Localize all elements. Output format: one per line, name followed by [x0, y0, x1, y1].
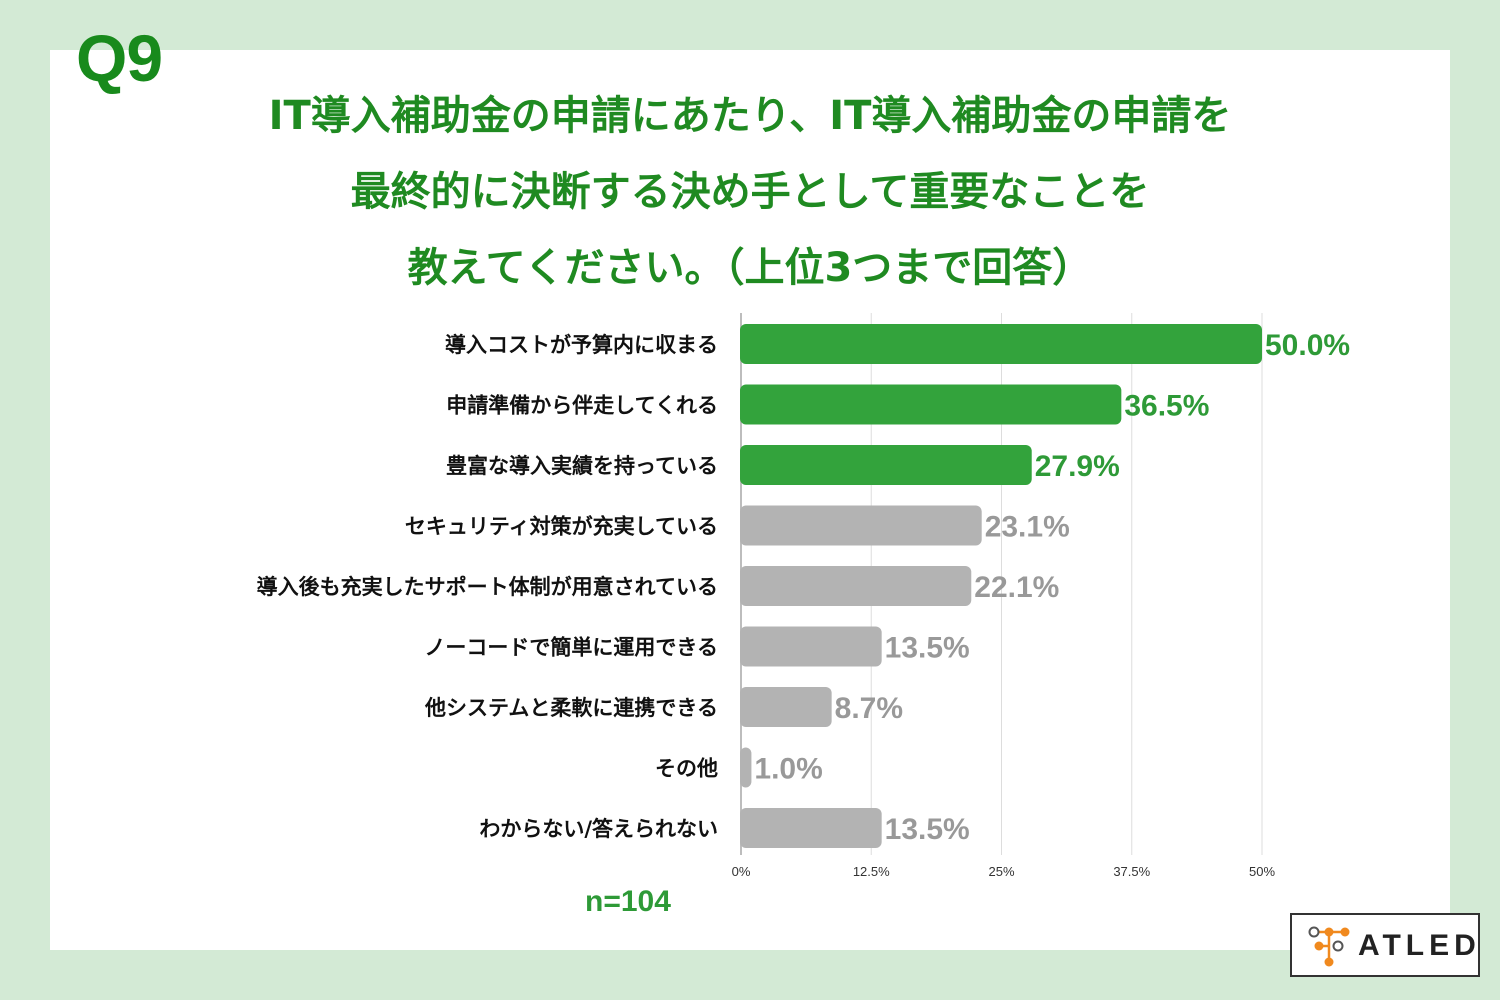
category-label: ノーコードで簡単に運用できる [424, 636, 718, 660]
bar [740, 324, 1262, 364]
category-label: 導入コストが予算内に収まる [445, 333, 718, 357]
x-tick-label: 50% [1249, 864, 1275, 879]
chart-title: IT導入補助金の申請にあたり、IT導入補助金の申請を 最終的に決断する決め手とし… [120, 78, 1380, 306]
category-label: セキュリティ対策が充実している [405, 515, 718, 539]
bar [740, 566, 972, 606]
value-label: 27.9% [1035, 450, 1120, 483]
bar [740, 808, 882, 848]
category-label: 導入後も充実したサポート体制が用意されている [257, 575, 718, 599]
bar [740, 687, 832, 727]
x-tick-label: 12.5% [853, 864, 890, 879]
value-label: 13.5% [885, 632, 970, 665]
category-label: その他 [655, 757, 718, 781]
category-label: 豊富な導入実績を持っている [446, 454, 718, 478]
value-label: 8.7% [835, 692, 903, 725]
title-line-2: 最終的に決断する決め手として重要なことを [350, 169, 1150, 215]
x-tick-label: 0% [732, 864, 751, 879]
value-label: 13.5% [885, 813, 970, 846]
x-tick-label: 25% [988, 864, 1014, 879]
chart-card [50, 50, 1450, 950]
atled-logo-icon [1308, 926, 1350, 967]
value-label: 22.1% [974, 571, 1059, 604]
value-label: 23.1% [985, 511, 1070, 544]
value-label: 1.0% [754, 753, 822, 786]
sample-size: n=104 [585, 885, 671, 918]
title-line-1: IT導入補助金の申請にあたり、IT導入補助金の申請を [268, 93, 1232, 139]
value-label: 50.0% [1265, 329, 1350, 362]
category-label: 申請準備から伴走してくれる [446, 394, 718, 418]
bar [740, 505, 982, 546]
bar [740, 747, 752, 788]
atled-logo: ATLED [1290, 913, 1480, 977]
bar [740, 626, 882, 667]
bar [740, 384, 1122, 425]
category-label: 他システムと柔軟に連携できる [424, 696, 718, 720]
x-tick-label: 37.5% [1113, 864, 1150, 879]
title-line-3: 教えてください。（上位3つまで回答） [407, 245, 1093, 291]
value-label: 36.5% [1124, 390, 1209, 423]
category-label: わからない/答えられない [479, 817, 718, 841]
question-number: Q9 [76, 21, 163, 95]
bar [740, 445, 1032, 485]
logo-text: ATLED [1358, 929, 1481, 962]
